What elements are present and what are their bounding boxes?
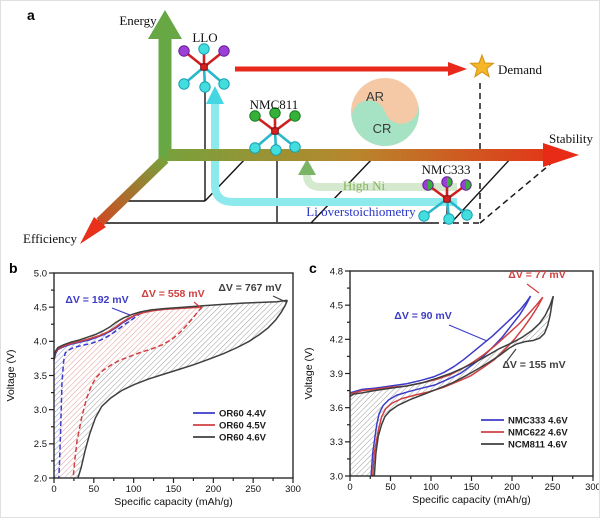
y-tick-label: 5.0 (34, 268, 47, 279)
legend-label-NCM811 4.6V: NCM811 4.6V (508, 439, 568, 450)
y-tick-label: 4.5 (330, 300, 343, 311)
area-OR60 4.5V (54, 307, 203, 478)
legend-label-NMC333 4.6V: NMC333 4.6V (508, 415, 568, 426)
y-tick-label: 4.5 (34, 302, 47, 313)
y-tick-label: 4.2 (330, 335, 343, 346)
efficiency-axis-label: Efficiency (23, 231, 77, 246)
y-tick-label: 2.0 (34, 473, 47, 484)
discharge-curve-OR60 4.4V (58, 311, 143, 479)
x-axis-label: Specific capacity (mAh/g) (412, 494, 530, 506)
ar-cr-circle: AR CR (351, 78, 419, 146)
annotation-label: ΔV = 192 mV (65, 294, 128, 306)
x-tick-label: 200 (504, 482, 520, 493)
panel-b-chart: 0 50 100 150 200 250 300 2.0 2.5 3.0 3.5 4.0 4.5 5.0 S… (1, 256, 301, 517)
demand-arrow (235, 62, 467, 76)
x-tick-label: 300 (285, 484, 301, 495)
demand-label: Demand (498, 62, 543, 77)
annotation-leader (111, 307, 131, 316)
stability-axis-label: Stability (549, 131, 594, 146)
annotation-leader (526, 283, 540, 294)
legend-label-OR60 4.6V: OR60 4.6V (219, 432, 267, 443)
y-tick-label: 4.8 (330, 266, 343, 277)
panel-letter: b (9, 260, 18, 276)
x-tick-label: 100 (423, 482, 439, 493)
discharge-curve-NMC333 4.6V (370, 295, 532, 477)
x-tick-label: 0 (51, 484, 56, 495)
legend-label-NMC622 4.6V: NMC622 4.6V (508, 427, 568, 438)
annotation-label: ΔV = 558 mV (141, 288, 204, 300)
discharge-curve-NMC622 4.6V (371, 296, 544, 477)
y-tick-label: 3.9 (330, 369, 343, 380)
annotation-label: ΔV = 767 mV (218, 282, 281, 294)
x-tick-label: 250 (245, 484, 261, 495)
bicolor-atoms (422, 176, 472, 191)
nmc333-molecule (418, 176, 473, 225)
nmc333-label: NMC333 (421, 162, 470, 177)
demand-star (469, 53, 495, 78)
panel-letter: c (309, 260, 317, 276)
charge-curve-OR60 4.6V (53, 299, 288, 358)
legend-label-OR60 4.5V: OR60 4.5V (219, 420, 267, 431)
panel-c-chart: 0 50 100 150 200 250 300 3.0 3.3 3.6 3.9 4.2 4.5 4.8 S… (301, 256, 600, 517)
llo-label: LLO (192, 30, 217, 45)
cr-label: CR (373, 121, 392, 136)
x-tick-label: 300 (585, 482, 600, 493)
x-tick-label: 200 (205, 484, 221, 495)
x-tick-label: 50 (89, 484, 100, 495)
x-tick-label: 150 (166, 484, 182, 495)
tick-labels: 0 50 100 150 200 250 300 2.0 2.5 3.0 3.5 4.0 4.5 5.0 (34, 268, 301, 495)
energy-axis-arrow (148, 10, 182, 161)
llo-molecule (178, 43, 230, 93)
y-tick-label: 4.0 (34, 337, 47, 348)
stability-axis-arrow (167, 143, 579, 167)
area-NCM811 4.6V (350, 296, 554, 476)
li-overstoichiometry-label: Li overstoichiometry (306, 204, 416, 219)
legend-label-OR60 4.4V: OR60 4.4V (219, 408, 267, 419)
y-tick-label: 3.0 (34, 405, 47, 416)
panel-a-diagram: AR CR (23, 7, 594, 246)
tick-labels: 0 50 100 150 200 250 300 3.0 3.3 3.6 3.9 4.2 4.5 4.8 (330, 266, 600, 493)
chart-b: 0 50 100 150 200 250 300 2.0 2.5 3.0 3.5 4.0 4.5 5.0 S… (5, 260, 301, 508)
high-ni-arrow (298, 159, 457, 191)
panel-a-letter: a (27, 7, 35, 23)
chart-c: 0 50 100 150 200 250 300 3.0 3.3 3.6 3.9 4.2 4.5 4.8 S… (303, 260, 600, 506)
li-overstoichiometry-arrow (206, 86, 457, 206)
nmc811-molecule (249, 107, 301, 156)
y-tick-label: 2.5 (34, 439, 47, 450)
annotation-leader (272, 295, 287, 303)
discharge-curve-OR60 4.5V (72, 306, 203, 479)
annotation-leader (193, 301, 202, 309)
annotation-label: ΔV = 77 mV (508, 269, 565, 281)
efficiency-axis-arrow (80, 155, 169, 244)
axis-ticks (345, 270, 594, 481)
x-tick-label: 100 (126, 484, 142, 495)
x-tick-label: 150 (464, 482, 480, 493)
discharge-curve-NCM811 4.6V (373, 295, 555, 477)
y-tick-label: 3.6 (330, 403, 343, 414)
nmc811-label: NMC811 (250, 97, 299, 112)
x-tick-label: 250 (545, 482, 561, 493)
annotation-label: ΔV = 155 mV (502, 359, 565, 371)
x-tick-label: 0 (347, 482, 352, 493)
annotation-leader (506, 348, 517, 362)
annotation-label: ΔV = 90 mV (394, 310, 451, 322)
charts-row: 0 50 100 150 200 250 300 2.0 2.5 3.0 3.5 4.0 4.5 5.0 S… (1, 256, 600, 517)
ar-label: AR (366, 89, 384, 104)
x-tick-label: 50 (385, 482, 396, 493)
charge-curve-NMC333 4.6V (349, 295, 532, 394)
y-tick-label: 3.3 (330, 437, 343, 448)
energy-axis-label: Energy (119, 13, 157, 28)
axis-ticks (49, 272, 294, 483)
high-ni-label: High Ni (343, 178, 386, 193)
annotation-leader (448, 324, 488, 342)
charge-curve-NCM811 4.6V (349, 295, 555, 397)
x-axis-label: Specific capacity (mAh/g) (114, 496, 232, 508)
discharge-curve-OR60 4.6V (77, 300, 289, 479)
y-axis-label: Voltage (V) (5, 350, 17, 402)
y-axis-label: Voltage (V) (303, 348, 315, 400)
y-tick-label: 3.0 (330, 471, 343, 482)
y-tick-label: 3.5 (34, 371, 47, 382)
